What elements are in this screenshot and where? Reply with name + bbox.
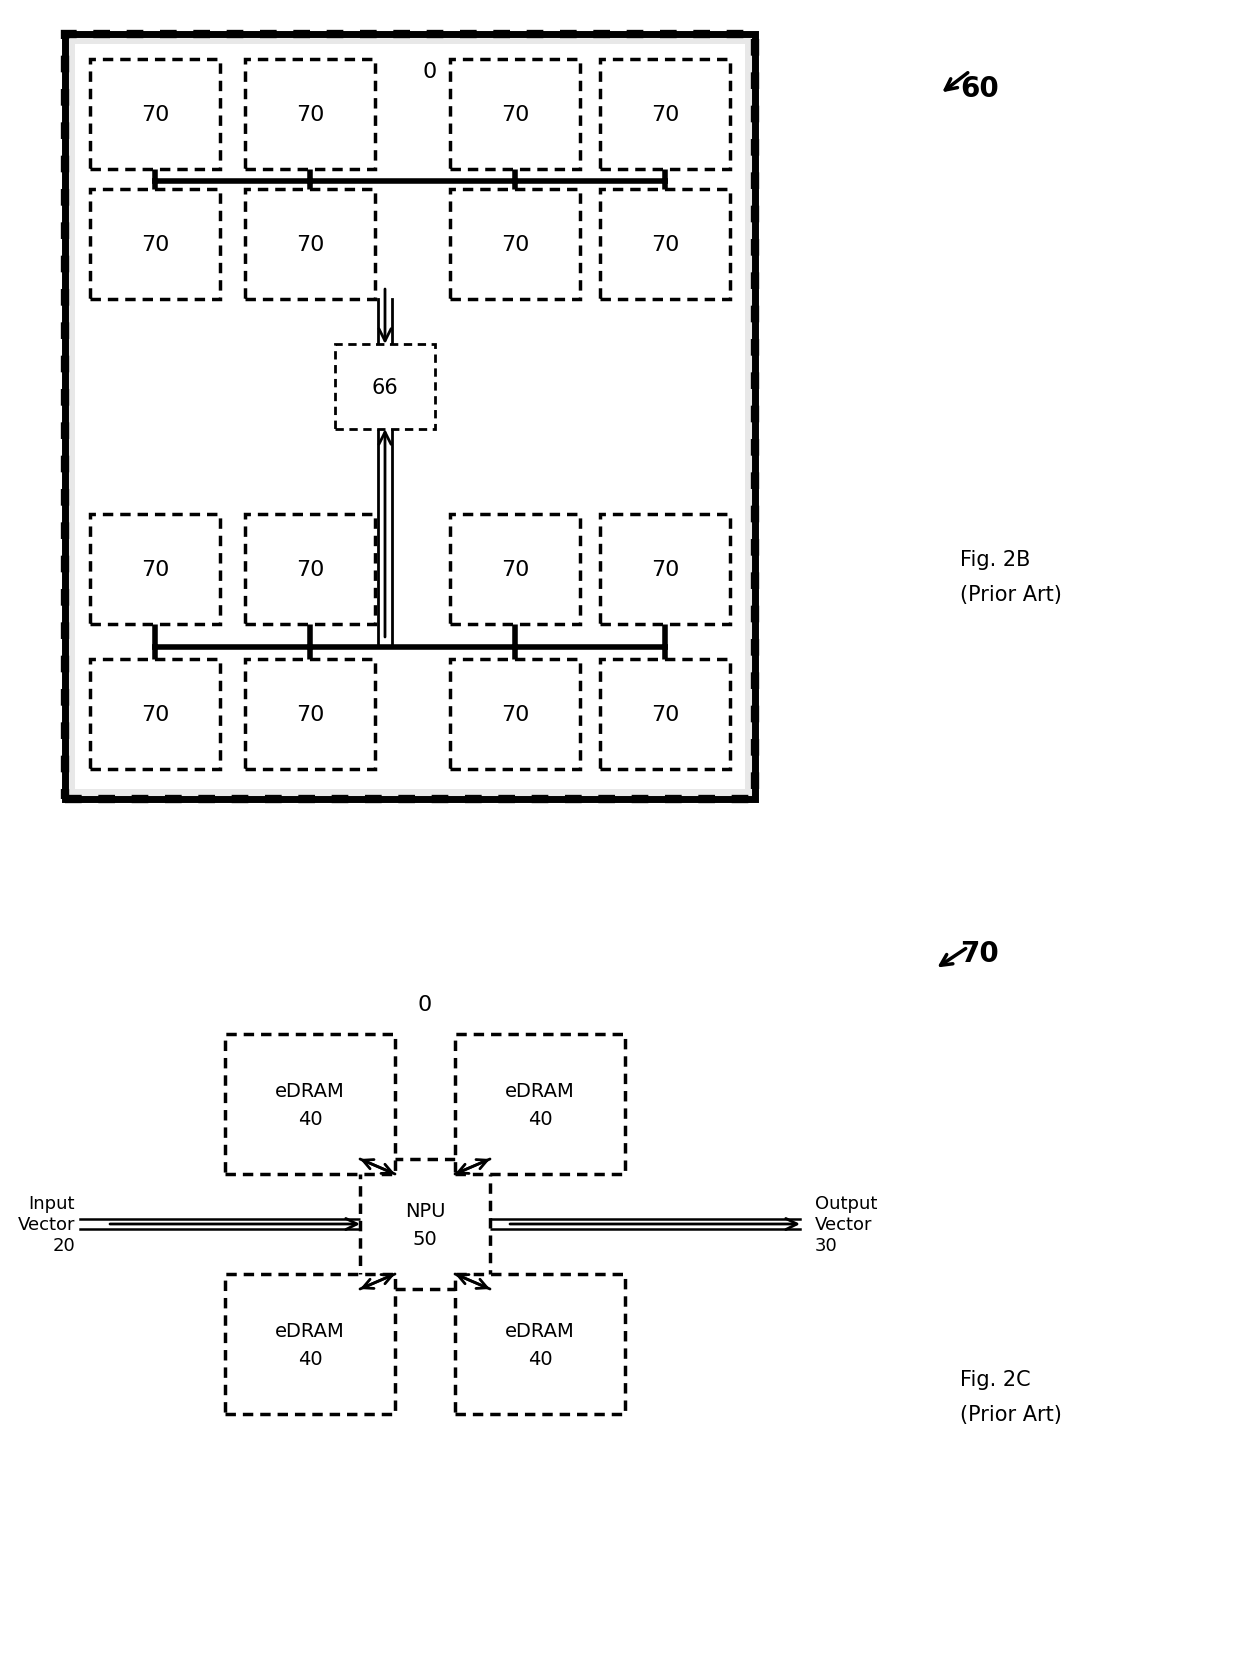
Text: 70: 70 bbox=[141, 104, 169, 124]
Bar bbox=[450, 660, 580, 770]
Text: Fig. 2C: Fig. 2C bbox=[960, 1369, 1030, 1389]
Bar bbox=[224, 1274, 396, 1413]
Bar bbox=[455, 1274, 625, 1413]
Text: eDRAM: eDRAM bbox=[275, 1321, 345, 1341]
Bar bbox=[246, 660, 374, 770]
Text: 70: 70 bbox=[651, 104, 680, 124]
Text: 70: 70 bbox=[501, 705, 529, 725]
Text: (Prior Art): (Prior Art) bbox=[960, 584, 1061, 604]
Text: Input
Vector
20: Input Vector 20 bbox=[17, 1195, 74, 1254]
Bar bbox=[246, 515, 374, 624]
Text: eDRAM: eDRAM bbox=[505, 1321, 575, 1341]
Text: 40: 40 bbox=[528, 1111, 552, 1129]
Text: Output
Vector
30: Output Vector 30 bbox=[815, 1195, 878, 1254]
Text: 40: 40 bbox=[528, 1349, 552, 1369]
Bar bbox=[246, 60, 374, 170]
Text: 70: 70 bbox=[960, 940, 998, 968]
Text: 70: 70 bbox=[651, 235, 680, 255]
Bar bbox=[64, 35, 755, 799]
Text: Fig. 2B: Fig. 2B bbox=[960, 549, 1030, 569]
Bar bbox=[600, 60, 730, 170]
Text: 70: 70 bbox=[651, 705, 680, 725]
Text: 70: 70 bbox=[141, 559, 169, 579]
Bar bbox=[74, 45, 745, 789]
Bar bbox=[600, 190, 730, 300]
Text: 60: 60 bbox=[960, 74, 998, 103]
Bar bbox=[246, 190, 374, 300]
Bar bbox=[450, 60, 580, 170]
Bar bbox=[360, 1158, 490, 1289]
Text: 70: 70 bbox=[296, 559, 324, 579]
Text: 70: 70 bbox=[141, 705, 169, 725]
Text: 40: 40 bbox=[298, 1349, 322, 1369]
Text: 70: 70 bbox=[141, 235, 169, 255]
Text: eDRAM: eDRAM bbox=[275, 1082, 345, 1101]
Text: (Prior Art): (Prior Art) bbox=[960, 1403, 1061, 1425]
Bar bbox=[600, 515, 730, 624]
Text: 70: 70 bbox=[501, 104, 529, 124]
Text: 0: 0 bbox=[423, 61, 438, 83]
Text: 50: 50 bbox=[413, 1230, 438, 1248]
Text: eDRAM: eDRAM bbox=[505, 1082, 575, 1101]
Bar bbox=[455, 1034, 625, 1175]
Text: 70: 70 bbox=[501, 235, 529, 255]
Bar bbox=[91, 660, 219, 770]
Bar bbox=[224, 1034, 396, 1175]
Text: 70: 70 bbox=[296, 235, 324, 255]
Text: 70: 70 bbox=[651, 559, 680, 579]
Text: 66: 66 bbox=[372, 377, 398, 397]
Bar bbox=[450, 515, 580, 624]
Text: 40: 40 bbox=[298, 1111, 322, 1129]
Bar bbox=[91, 190, 219, 300]
Bar bbox=[335, 344, 435, 430]
Bar bbox=[450, 190, 580, 300]
Text: 70: 70 bbox=[501, 559, 529, 579]
Text: 70: 70 bbox=[296, 705, 324, 725]
Bar bbox=[600, 660, 730, 770]
Text: NPU: NPU bbox=[404, 1202, 445, 1220]
Text: 70: 70 bbox=[296, 104, 324, 124]
Bar bbox=[64, 35, 755, 799]
Text: 0: 0 bbox=[418, 995, 432, 1015]
Bar bbox=[91, 515, 219, 624]
Bar bbox=[91, 60, 219, 170]
